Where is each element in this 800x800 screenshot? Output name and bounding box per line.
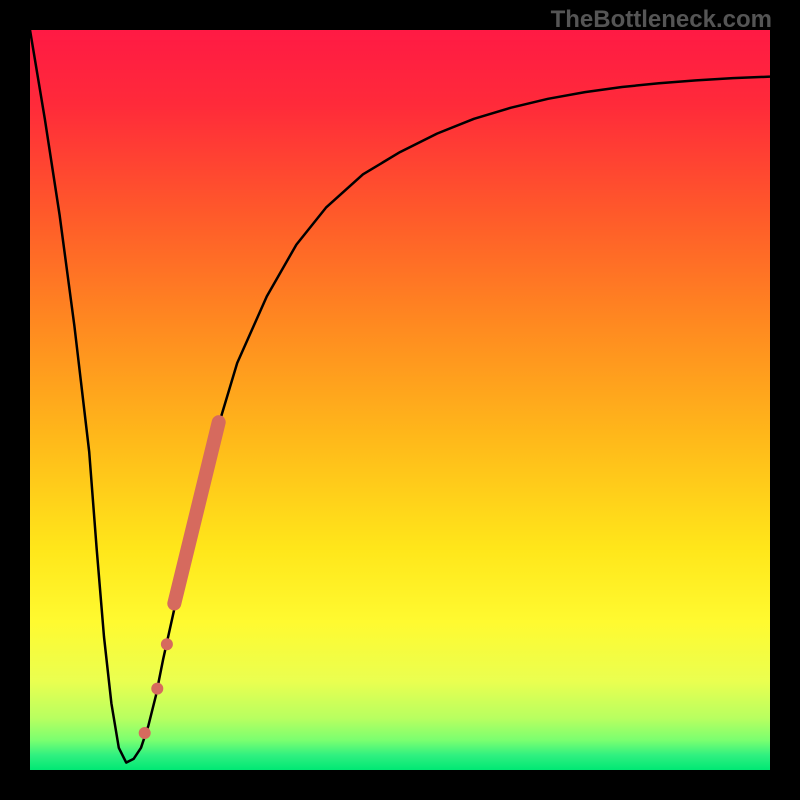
watermark-text: TheBottleneck.com bbox=[551, 6, 772, 34]
chart-svg bbox=[30, 30, 770, 770]
plot-area bbox=[30, 30, 770, 770]
chart-container: TheBottleneck.com bbox=[0, 0, 800, 800]
